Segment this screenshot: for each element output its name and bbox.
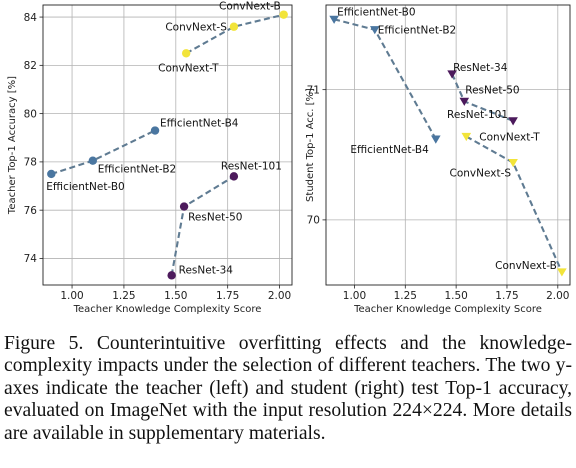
data-point-resnet-101: [508, 117, 518, 126]
x-tick-label: 1.00: [60, 290, 83, 302]
data-point-convnext-s: [508, 159, 518, 168]
x-tick-label: 1.25: [394, 290, 417, 302]
point-label-resnet-34: ResNet-34: [453, 62, 508, 74]
y-tick-label: 71: [307, 84, 320, 96]
point-label-efficientnet-b0: EfficientNet-B0: [46, 181, 124, 193]
x-tick-label: 1.50: [164, 290, 187, 302]
data-point-efficientnet-b2: [88, 156, 98, 165]
point-label-convnext-s: ConvNext-S: [165, 22, 227, 34]
x-tick-label: 1.00: [343, 290, 366, 302]
data-point-efficientnet-b4: [431, 135, 441, 144]
data-point-resnet-50: [179, 202, 189, 211]
point-label-efficientnet-b0: EfficientNet-B0: [337, 6, 415, 18]
x-tick-label: 1.50: [444, 290, 467, 302]
data-point-resnet-34: [167, 271, 176, 280]
point-label-convnext-t: ConvNext-T: [479, 132, 540, 144]
point-label-efficientnet-b4: EfficientNet-B4: [160, 118, 239, 130]
data-point-efficientnet-b0: [47, 169, 56, 179]
student-accuracy-chart: 1.00 1.25 1.50 1.75 2.00 70 71 Teacher Knowledg…: [305, 4, 571, 315]
series-line-resnet: [170, 175, 235, 276]
data-point-efficientnet-b4: [150, 126, 160, 135]
data-point-resnet-101: [229, 172, 239, 181]
data-point-efficientnet-b0: [329, 15, 339, 24]
data-point-convnext-b: [557, 268, 567, 277]
x-tick-label: 1.25: [112, 290, 135, 302]
plot-frame: [325, 4, 571, 286]
series-line-convnext: [465, 135, 563, 273]
figure-panels: 1.00 1.25 1.50 1.75 2.00 74 76 78 80 82 84 Teacher …: [7, 1, 571, 315]
y-axis-label: Teacher Top-1 Accuracy [%]: [7, 76, 18, 215]
y-tick-label: 80: [24, 108, 37, 120]
x-tick-label: 1.75: [495, 290, 518, 302]
point-label-convnext-s: ConvNext-S: [450, 168, 512, 180]
point-label-convnext-t: ConvNext-T: [158, 62, 219, 74]
series-line-convnext: [185, 13, 284, 55]
series-line-efficientnet: [333, 18, 437, 140]
point-label-resnet-101: ResNet-101: [221, 160, 282, 172]
x-axis-label: Teacher Knowledge Complexity Score: [353, 304, 542, 315]
y-tick-label: 82: [24, 60, 37, 72]
y-tick-label: 78: [24, 157, 37, 169]
point-label-efficientnet-b4: EfficientNet-B4: [350, 144, 429, 156]
point-label-resnet-101: ResNet-101: [447, 109, 508, 121]
point-label-resnet-50: ResNet-50: [188, 212, 242, 224]
point-label-convnext-b: ConvNext-B: [219, 1, 281, 13]
y-tick-label: 76: [24, 205, 38, 217]
plot-frame: [42, 4, 293, 286]
point-label-convnext-b: ConvNext-B: [495, 260, 557, 272]
point-label-efficientnet-b2: EfficientNet-B2: [98, 164, 176, 176]
teacher-accuracy-chart: 1.00 1.25 1.50 1.75 2.00 74 76 78 80 82 84 Teacher …: [7, 1, 293, 315]
data-point-resnet-50: [459, 97, 470, 106]
figure-caption: Figure 5. Counterintuitive overfitting e…: [4, 333, 572, 444]
data-point-convnext-t: [181, 49, 191, 58]
data-point-efficientnet-b2: [370, 26, 380, 35]
y-axis-label: Student Top-1 Acc. [%]: [305, 88, 316, 202]
data-point-convnext-b: [279, 10, 288, 19]
x-axis-label: Teacher Knowledge Complexity Score: [73, 304, 262, 315]
y-tick-label: 84: [24, 12, 38, 24]
point-label-resnet-34: ResNet-34: [179, 264, 234, 276]
x-tick-label: 1.75: [216, 290, 239, 302]
point-label-resnet-50: ResNet-50: [465, 84, 519, 96]
data-point-convnext-t: [461, 132, 472, 142]
point-label-efficientnet-b2: EfficientNet-B2: [378, 25, 456, 37]
y-tick-label: 74: [24, 253, 38, 265]
x-tick-label: 2.00: [268, 290, 291, 302]
data-point-convnext-s: [229, 22, 239, 31]
x-tick-label: 2.00: [546, 290, 569, 302]
data-point-resnet-34: [447, 70, 457, 79]
y-tick-label: 70: [307, 215, 320, 227]
